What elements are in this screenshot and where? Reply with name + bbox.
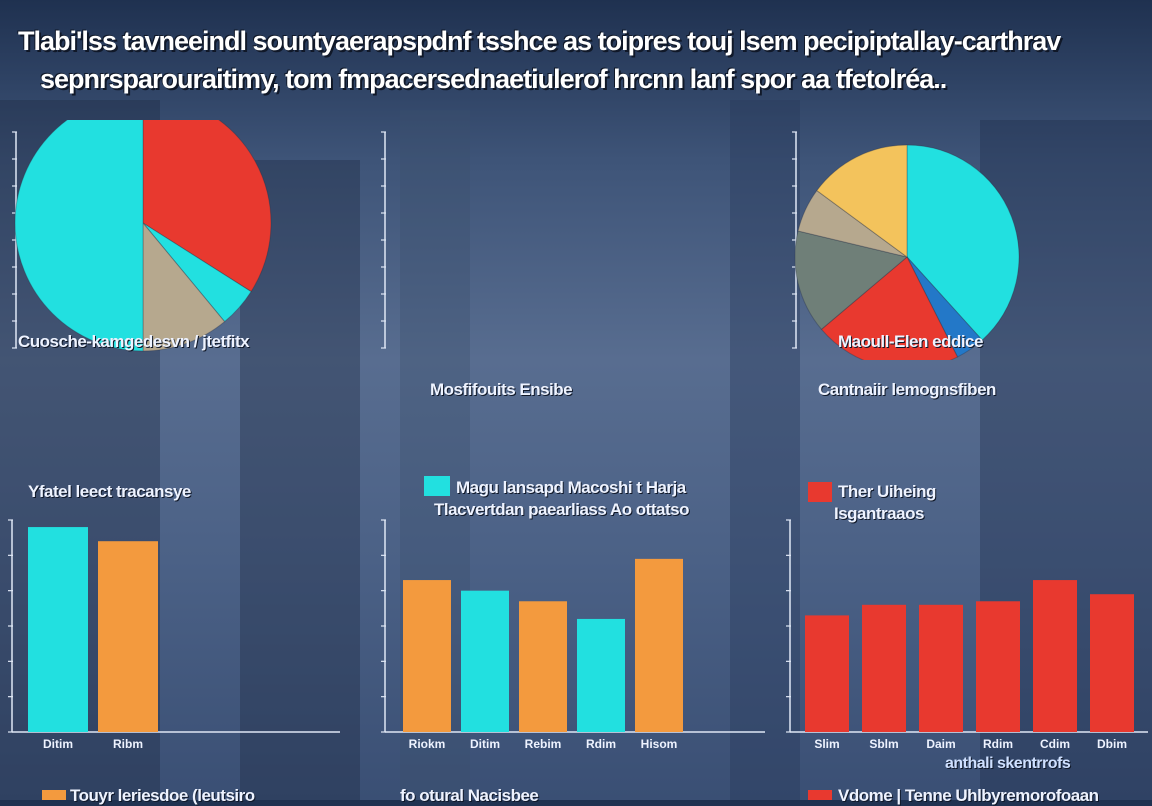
bar-1 bbox=[28, 527, 88, 732]
x-tick-label-5: Hisom bbox=[641, 737, 678, 751]
bar-5 bbox=[635, 558, 683, 732]
x-tick-label-5: Cdim bbox=[1040, 737, 1070, 751]
bar-2 bbox=[98, 541, 158, 732]
x-tick-label-4: Rdim bbox=[983, 737, 1013, 751]
x-tick-label-6: Dbim bbox=[1097, 737, 1127, 751]
pie-slice-2 bbox=[906, 256, 983, 358]
bottom-legend-1: Touyr leriesdoe (leutsiro bbox=[70, 786, 255, 805]
pie-slice-2 bbox=[142, 222, 252, 323]
footer-right-caption: anthali skentrrofs bbox=[945, 755, 1071, 772]
bar-chart-1-legend: Yfatel leect tracansye bbox=[28, 482, 191, 501]
pie-chart-2 bbox=[792, 131, 1020, 370]
bar-4 bbox=[976, 601, 1020, 732]
pie-slice-6 bbox=[816, 144, 908, 258]
bottom-legend-2: fo otural Nacisbee bbox=[400, 786, 539, 805]
pie-chart-1-caption: Cuosche-kamgedesvn / jtetfitx bbox=[18, 332, 250, 351]
bar-3 bbox=[919, 604, 963, 732]
bar-chart-3-legend-2: Isgantraaos bbox=[834, 504, 924, 523]
pie-chart-2-panel: Maoull-Elen eddice bbox=[770, 120, 1150, 370]
middle-top-axis-panel bbox=[375, 120, 735, 360]
bar-chart-2-legend-2: Tlacvertdan paearliass Ao ottatso bbox=[434, 500, 689, 519]
pie-chart-2-label: Maoull-Elen eddice bbox=[838, 332, 983, 351]
bar-chart-1: Ditim Ribm bbox=[8, 519, 340, 751]
pie-chart-1-panel: Cuosche-kamgedesvn / jtetfitx bbox=[0, 94, 320, 360]
bar-6 bbox=[1090, 594, 1134, 732]
pie-chart-2-legend: Cantnaiir lemognsfiben bbox=[818, 380, 996, 399]
bar-chart-1-panel: Ditim Ribm bbox=[0, 512, 345, 762]
middle-top-axis bbox=[381, 131, 386, 349]
pie-slice-1 bbox=[906, 144, 1020, 341]
bar-1 bbox=[805, 615, 849, 732]
bar-chart-2: Riokm Ditim Rebim Rdim Hisom bbox=[381, 519, 765, 751]
bar-2 bbox=[461, 590, 509, 732]
bottom-legend-3-swatch bbox=[808, 790, 832, 800]
page-title: Tlabi'lss tavneeindl sountyaerapspdnf ts… bbox=[18, 22, 1138, 98]
x-tick-label-1: Slim bbox=[814, 737, 839, 751]
bottom-legend-3: Vdome | Tenne Uhlbyremorofoaan bbox=[838, 786, 1099, 805]
bar-chart-2-legend-1: Magu lansapd Macoshi t Harja bbox=[456, 478, 686, 497]
x-tick-label-3: Daim bbox=[926, 737, 955, 751]
x-tick-label-3: Rebim bbox=[525, 737, 562, 751]
bar-3 bbox=[519, 601, 567, 732]
bar-chart-3-panel: Slim Sblm Daim Rdim Cdim Dbim bbox=[778, 512, 1152, 762]
pie-chart-1 bbox=[12, 94, 272, 352]
x-tick-label-2: Ribm bbox=[113, 737, 143, 751]
bar-4 bbox=[577, 618, 625, 732]
pie-slice-4 bbox=[794, 230, 909, 331]
title-line-1: Tlabi'lss tavneeindl sountyaerapspdnf ts… bbox=[18, 26, 1061, 56]
pie-chart-2-caption: Mosfifouits Ensibe bbox=[430, 380, 573, 399]
bar-5 bbox=[1033, 580, 1077, 732]
x-tick-label-4: Rdim bbox=[586, 737, 616, 751]
x-tick-label-2: Sblm bbox=[869, 737, 898, 751]
title-line-2: sepnrsparouraitimy, tom fmpacersednaetiu… bbox=[40, 64, 947, 94]
pie-slice-4 bbox=[14, 94, 144, 352]
bar-chart-3-legend-swatch bbox=[808, 482, 832, 502]
bottom-legend-1-swatch bbox=[42, 790, 66, 800]
x-tick-label-1: Ditim bbox=[43, 737, 73, 751]
x-tick-label-1: Riokm bbox=[409, 737, 446, 751]
bar-chart-3: Slim Sblm Daim Rdim Cdim Dbim bbox=[786, 519, 1148, 751]
bar-chart-2-legend-swatch bbox=[424, 476, 450, 496]
pie-slice-5 bbox=[797, 189, 908, 258]
bar-chart-2-panel: Riokm Ditim Rebim Rdim Hisom bbox=[375, 512, 770, 762]
x-tick-label-2: Ditim bbox=[470, 737, 500, 751]
bar-2 bbox=[862, 604, 906, 732]
bar-1 bbox=[403, 580, 451, 732]
bar-chart-3-legend-1: Ther Uiheing bbox=[838, 482, 936, 501]
pie-slice-3 bbox=[142, 221, 226, 352]
